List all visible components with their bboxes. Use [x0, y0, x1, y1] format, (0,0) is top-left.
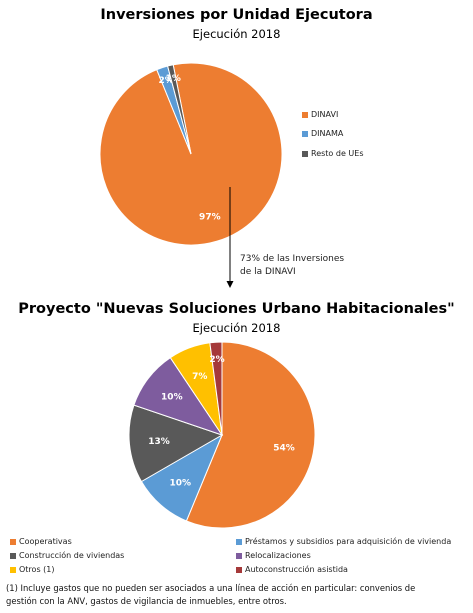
legend-swatch-resto — [302, 151, 308, 157]
connector-text-line2: de la DINAVI — [240, 267, 296, 277]
pie-chart-2: 54% 10% 13% 10% 7%2% — [128, 341, 316, 529]
legend-swatch-dinama — [302, 131, 308, 137]
legend-swatch-prestamos — [236, 539, 242, 545]
footnote-line1: (1) Incluye gastos que no pueden ser aso… — [6, 583, 416, 593]
legend-label-relocalizaciones: Relocalizaciones — [245, 551, 311, 560]
pie-label-otros-1-: 7% — [192, 372, 207, 382]
pie-label-pr-stamos-y-subsidios-para-adquisici-n-de-vivienda: 10% — [170, 479, 192, 489]
legend-label-resto: Resto de UEs — [311, 149, 364, 158]
legend-label-cooperativas: Cooperativas — [19, 537, 72, 546]
chart1-subtitle: Ejecución 2018 — [192, 27, 281, 41]
legend-label-construccion: Construcción de viviendas — [19, 551, 125, 560]
footnote-line2: gestión con la ANV, gastos de vigilancia… — [6, 596, 287, 606]
pie-chart-1: 97% 2%1% — [99, 62, 283, 246]
chart2-title: Proyecto "Nuevas Soluciones Urbano Habit… — [18, 301, 455, 317]
legend-swatch-dinavi — [302, 112, 308, 118]
chart1-title: Inversiones por Unidad Ejecutora — [100, 7, 373, 23]
legend-swatch-relocalizaciones — [236, 553, 242, 559]
pie-label-construcci-n-de-viviendas: 13% — [148, 437, 170, 447]
connector-arrowhead — [226, 281, 234, 288]
pie-slice-cooperativas — [185, 341, 316, 529]
legend-swatch-autoconstruccion — [236, 567, 242, 573]
footnote: (1) Incluye gastos que no pueden ser aso… — [6, 582, 468, 608]
pie-label-dinama: 2% — [159, 76, 174, 86]
legend-swatch-otros — [10, 567, 16, 573]
pie-slice-construcci-n-de-viviendas — [128, 404, 224, 483]
legend-swatch-construccion — [10, 553, 16, 559]
legend-label-dinavi: DINAVI — [311, 110, 339, 119]
pie-label-autoconstrucci-n-asistida: 2% — [209, 355, 224, 365]
pie-slice-resto-de-ues — [166, 64, 192, 155]
pie-label-resto-de-ues: 1% — [166, 74, 181, 84]
legend-label-prestamos: Préstamos y subsidios para adquisición d… — [245, 537, 452, 546]
legend-label-dinama: DINAMA — [311, 129, 344, 138]
pie-label-dinavi: 97% — [199, 213, 221, 223]
chart2-subtitle: Ejecución 2018 — [192, 321, 281, 335]
legend-label-otros: Otros (1) — [19, 565, 55, 574]
pie-label-relocalizaciones: 10% — [161, 393, 183, 403]
pie-slice-autoconstrucci-n-asistida — [209, 341, 223, 436]
legend-label-autoconstruccion: Autoconstrucción asistida — [245, 565, 348, 574]
pie-label-cooperativas: 54% — [273, 443, 295, 453]
connector-text-line1: 73% de las Inversiones — [240, 254, 345, 264]
legend-swatch-cooperativas — [10, 539, 16, 545]
